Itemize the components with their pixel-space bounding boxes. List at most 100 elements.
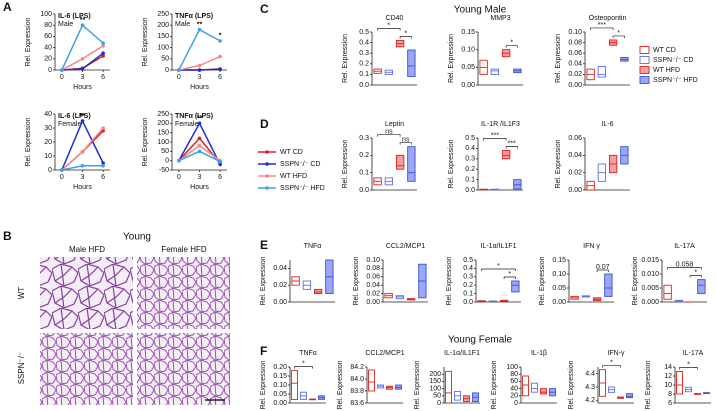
y-tick-label: 0.04 [568,152,582,159]
y-axis-label: Rel. Expression [337,360,344,409]
y-tick-label: 0.1 [359,170,369,177]
bracket [481,268,516,271]
point [80,57,85,61]
point [218,162,222,167]
y-tick-label: 0.10 [552,271,566,278]
point [80,67,85,71]
legend-label: SSPN⁻/⁻ CD [280,161,320,168]
point [197,68,202,72]
y-tick-label: 0.4 [359,39,369,46]
y-tick-label: 40 [510,385,518,392]
x-tick-label: 0 [177,74,181,81]
bracket [596,269,609,272]
y-tick-label: 0.15 [461,29,475,36]
series-line [61,23,104,71]
point [101,51,105,55]
point [80,119,85,123]
y-tick-label: 0.04 [568,61,582,68]
bracket [679,367,698,370]
y-axis-label: Rel. Expression [342,139,349,188]
box [395,154,405,170]
y-tick-label: 4.2 [585,397,595,404]
chart-title: TNFα [299,350,317,357]
y-axis-label: Rel. Expression [414,360,421,409]
significance: 0.07 [596,264,610,271]
legend-label: WT CD [653,47,676,54]
y-tick-label: 0.04 [273,265,287,272]
y-tick-label: 200 [429,371,441,378]
point [101,161,105,165]
bracket [377,134,401,137]
y-tick-label: 100 [40,11,52,18]
box [522,375,529,397]
chart-title: IL-1R /IL1F3 [481,121,520,128]
y-axis-label: Rel. Expression [25,17,32,66]
y-axis-label: Rel. Expression [555,139,562,188]
y-tick-label: 60 [510,378,518,385]
y-tick-label: 0.02 [568,170,582,177]
legend-swatch [265,150,269,154]
row-label: SSPN⁻/⁻ [17,352,26,384]
significance: * [510,40,513,47]
y-axis-label: Rel. Expression [555,34,562,83]
y-tick-label: 0.00 [568,82,582,89]
bracket [503,276,516,279]
chart-title: IL-6 [601,121,613,128]
y-tick-label: 83.6 [350,400,364,407]
y-tick-label: 0.3 [465,156,475,163]
box [511,280,520,293]
y-tick-label: 0.02 [568,71,582,78]
y-tick-label: 0.4 [463,265,473,272]
y-tick-label: 0.05 [552,285,566,292]
legend-label: WT CD [280,149,303,156]
box [407,49,416,77]
y-axis-label: Rel. Expression [632,256,639,305]
y-tick-label: 0 [514,400,518,407]
y-axis-label: Rel. Expression [25,117,32,166]
chart-title: CCL2/MCP1 [386,243,425,250]
bracket [483,138,507,141]
y-tick-label: 0.04 [366,282,380,289]
legend-label: WT HFD [280,173,307,180]
y-tick-label: 0.05 [273,391,287,398]
legend-swatch [639,46,650,54]
y-tick-label: 0.1 [359,71,369,78]
point [101,41,105,45]
y-tick-label: 50 [161,56,169,63]
y-tick-label: 0.5 [359,29,369,36]
y-tick-label: 0.10 [366,257,380,264]
box [490,68,500,75]
y-tick-label: 0.00 [366,299,380,306]
significance: * [617,30,620,37]
y-tick-label: 0.15 [273,373,287,380]
chart-title: IL-17A [674,243,695,250]
bracket [689,275,702,278]
bracket [505,146,518,149]
point [60,68,64,72]
legend-swatch [265,162,269,166]
chart-title: IFN-γ [607,350,625,357]
y-tick-label: 0.10 [461,47,475,54]
point [80,150,85,154]
y-tick-label: 0.4 [465,145,475,152]
bracket [294,366,313,369]
y-tick-label: 0.10 [273,382,287,389]
y-tick-label: 200 [157,120,169,127]
significance: *** [491,132,499,139]
y-tick-label: 20 [510,393,518,400]
box [291,370,298,400]
column-label: Male HFD [69,245,105,254]
bracket [612,35,625,38]
bracket [505,45,518,48]
point [80,23,85,28]
bracket [590,27,614,30]
x-axis-label: Hours [190,184,209,191]
box [368,369,375,392]
y-axis-label: Rel. Expression [142,17,149,66]
y-tick-label: 0.06 [366,274,380,281]
y-tick-label: 10 [664,382,672,389]
bracket [399,142,412,145]
y-tick-label: 0.2 [359,61,369,68]
y-tick-label: 150 [429,378,441,385]
